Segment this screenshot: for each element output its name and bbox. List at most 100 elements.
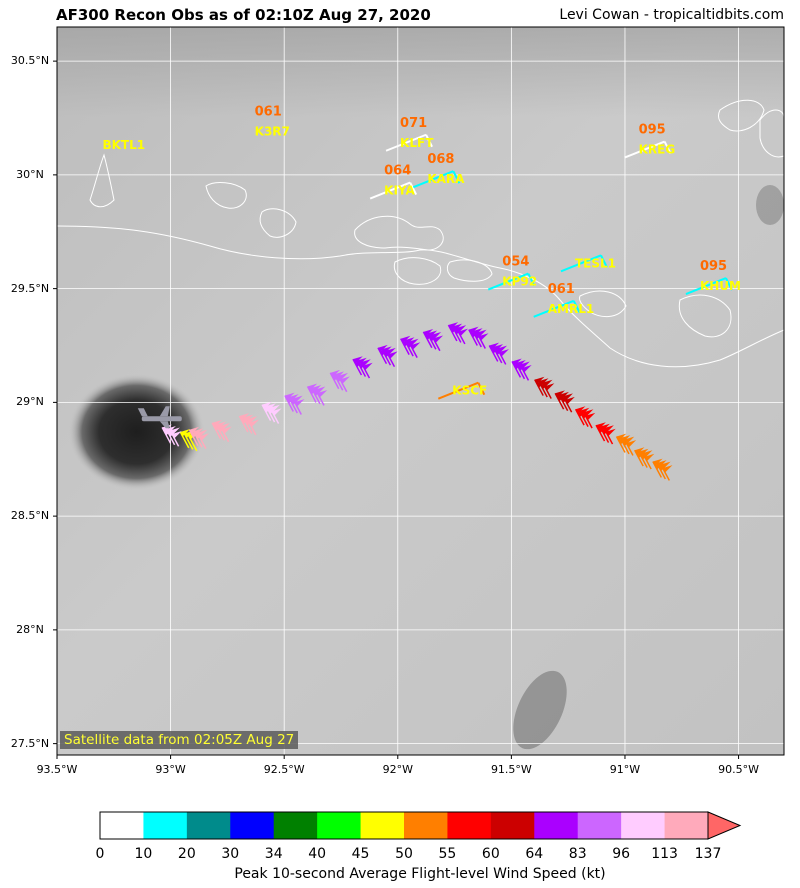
lat-tick-label: 29°N	[16, 395, 44, 409]
station-wind-barb-flag	[409, 182, 418, 195]
lon-tick-label: 91°W	[609, 763, 641, 776]
station-value: 061	[548, 282, 575, 297]
wind-barb	[603, 425, 616, 445]
coastline	[579, 290, 627, 317]
colorbar-tick-label: 20	[177, 846, 196, 862]
colorbar-segment	[447, 812, 492, 839]
colorbar-tick-label: 40	[308, 846, 327, 862]
lat-tick-label: 28°N	[16, 622, 44, 636]
coastline	[89, 153, 115, 208]
station-value: 054	[502, 255, 529, 270]
coastline	[354, 215, 444, 251]
wind-barb	[562, 393, 575, 413]
lon-tick-label: 90.5°W	[718, 763, 759, 776]
credit-text: Levi Cowan - tropicaltidbits.com	[559, 7, 784, 23]
station-wind-barb-flag	[527, 273, 536, 286]
lon-tick-label: 92.5°W	[263, 763, 305, 776]
station-wind-barb-flag	[663, 141, 672, 155]
colorbar-segment	[490, 812, 535, 839]
station-id: KIYA	[384, 184, 415, 198]
colorbar-segment	[100, 812, 144, 839]
colorbar-tick-label: 34	[264, 846, 283, 862]
station-value: 068	[427, 152, 454, 167]
aircraft-icon	[137, 406, 182, 429]
station-wind-barb	[385, 133, 427, 152]
station-value: 095	[700, 259, 727, 274]
cloud-patch	[756, 185, 784, 225]
lat-tick-label: 28.5°N	[10, 509, 50, 523]
colorbar-segment	[577, 812, 622, 839]
colorbar-tick-label: 83	[568, 846, 587, 862]
wind-barb	[455, 325, 469, 345]
map-frame	[56, 26, 785, 756]
colorbar-tick-label: 50	[395, 846, 413, 862]
colorbar-segment	[621, 812, 666, 839]
wind-barb	[196, 429, 210, 449]
wind-barb	[292, 395, 305, 415]
wind-barb	[476, 329, 489, 349]
station-id: KHUM	[700, 279, 741, 293]
station-id: K3R7	[255, 124, 290, 138]
colorbar-segment	[664, 812, 709, 839]
station-id: KSCF	[452, 384, 487, 398]
station-value: 064	[384, 164, 411, 179]
wind-barb	[660, 461, 673, 481]
wind-barb	[542, 379, 555, 399]
lon-tick-label: 91.5°W	[490, 763, 532, 776]
station-id: AMRL1	[548, 302, 594, 316]
colorbar-extend-arrow	[707, 811, 742, 840]
lat-tick-label: 27.5°N	[10, 736, 50, 750]
station-wind-barb	[487, 272, 529, 291]
lat-tick-label: 30°N	[16, 167, 44, 181]
colorbar-title: Peak 10-second Average Flight-level Wind…	[234, 866, 606, 882]
wind-barb	[360, 359, 373, 379]
colorbar-segment	[360, 812, 405, 839]
coastline	[205, 182, 247, 209]
station-id: KREG	[639, 143, 676, 157]
colorbar-segment	[143, 812, 188, 839]
station-wind-barb-flag	[452, 170, 461, 184]
lon-tick-label: 93.5°W	[36, 763, 78, 776]
coastline	[259, 208, 297, 238]
colorbar-tick-label: 60	[481, 846, 500, 862]
colorbar-tick-label: 0	[95, 846, 105, 862]
colorbar-tick-label: 10	[134, 846, 153, 862]
satellite-note: Satellite data from 02:05Z Aug 27	[60, 731, 299, 749]
colorbar-segment	[534, 812, 579, 839]
wind-barb	[430, 331, 444, 352]
station-wind-barb	[685, 277, 727, 296]
wind-barb	[169, 427, 182, 447]
wind-barb	[582, 409, 596, 429]
wind-barb	[408, 338, 421, 358]
map-title: AF300 Recon Obs as of 02:10Z Aug 27, 202…	[56, 6, 431, 24]
cloud-patch	[513, 670, 567, 750]
colorbar-tick-label: 96	[612, 846, 631, 862]
station-wind-barb	[437, 381, 479, 400]
coastline	[446, 259, 493, 282]
wind-barb	[314, 386, 328, 406]
wind-barb	[623, 436, 637, 456]
station-wind-barb-flag	[425, 134, 433, 148]
lat-tick-label: 29.5°N	[10, 281, 50, 295]
station-wind-barb-flag	[572, 300, 581, 314]
wind-barb	[642, 450, 655, 470]
wind-barb	[519, 361, 532, 381]
station-value: 095	[639, 123, 666, 138]
wind-barb	[337, 372, 350, 393]
colorbar-tick-label: 113	[651, 846, 678, 862]
coastline	[678, 294, 732, 338]
colorbar-segment	[186, 812, 231, 839]
lon-tick-label: 92°W	[382, 763, 413, 776]
wind-barb	[269, 404, 282, 424]
colorbar-tick-label: 137	[694, 846, 722, 862]
station-value: 061	[255, 104, 282, 119]
colorbar-tick-label: 30	[221, 846, 240, 862]
colorbar-frame	[99, 811, 709, 840]
colorbar-tick-label: 64	[525, 846, 544, 862]
colorbar-segment	[317, 812, 362, 839]
station-wind-barb	[412, 170, 454, 189]
station-id: BKTL1	[102, 138, 145, 152]
station-wind-barb	[624, 140, 665, 159]
station-wind-barb-flag	[725, 277, 733, 291]
